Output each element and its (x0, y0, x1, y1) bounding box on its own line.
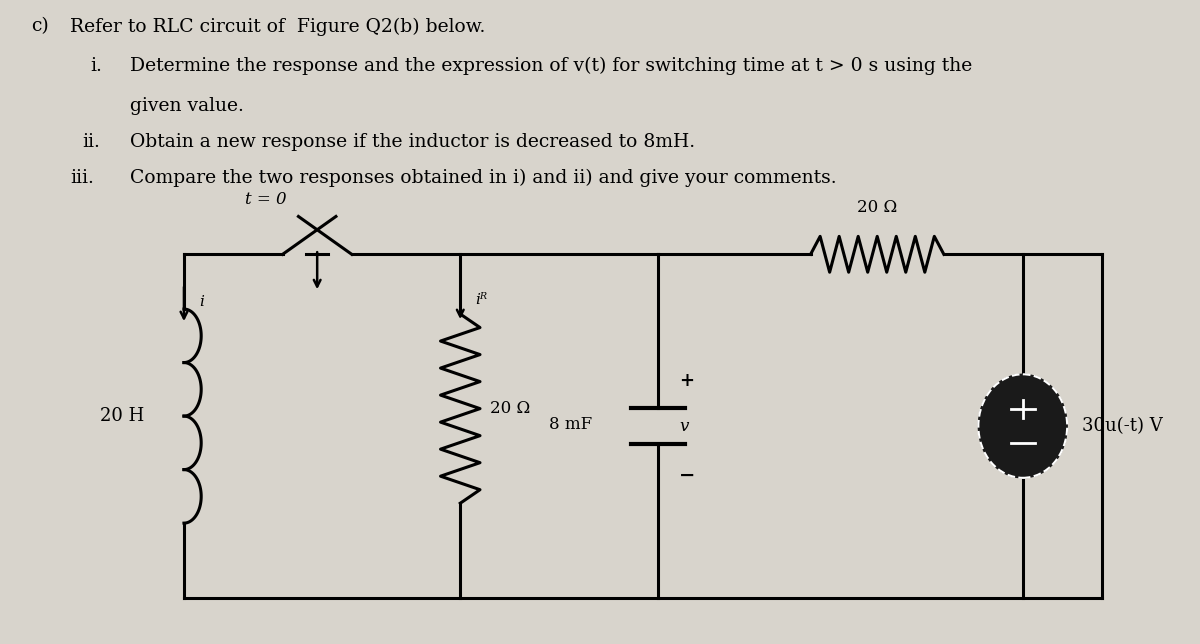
Text: iii.: iii. (71, 169, 95, 187)
Text: iᴿ: iᴿ (475, 293, 487, 307)
Text: Compare the two responses obtained in i) and ii) and give your comments.: Compare the two responses obtained in i)… (130, 169, 836, 187)
Text: 20 Ω: 20 Ω (490, 400, 530, 417)
Text: Obtain a new response if the inductor is decreased to 8mH.: Obtain a new response if the inductor is… (130, 133, 695, 151)
Text: t = 0: t = 0 (245, 191, 287, 209)
Text: 30u(-t) V: 30u(-t) V (1082, 417, 1163, 435)
Text: 8 mF: 8 mF (550, 415, 593, 433)
Ellipse shape (978, 374, 1067, 478)
Text: +: + (679, 372, 695, 390)
Text: 20 H: 20 H (100, 407, 144, 425)
Text: ii.: ii. (83, 133, 100, 151)
Text: 20 Ω: 20 Ω (857, 200, 898, 216)
Text: Refer to RLC circuit of  Figure Q2(b) below.: Refer to RLC circuit of Figure Q2(b) bel… (71, 17, 486, 35)
Text: i.: i. (90, 57, 102, 75)
Text: v: v (679, 417, 689, 435)
Text: given value.: given value. (130, 97, 244, 115)
Text: c): c) (31, 17, 49, 35)
Text: Determine the response and the expression of v(t) for switching time at t > 0 s : Determine the response and the expressio… (130, 57, 972, 75)
Text: i: i (199, 295, 204, 309)
Text: −: − (679, 467, 696, 485)
